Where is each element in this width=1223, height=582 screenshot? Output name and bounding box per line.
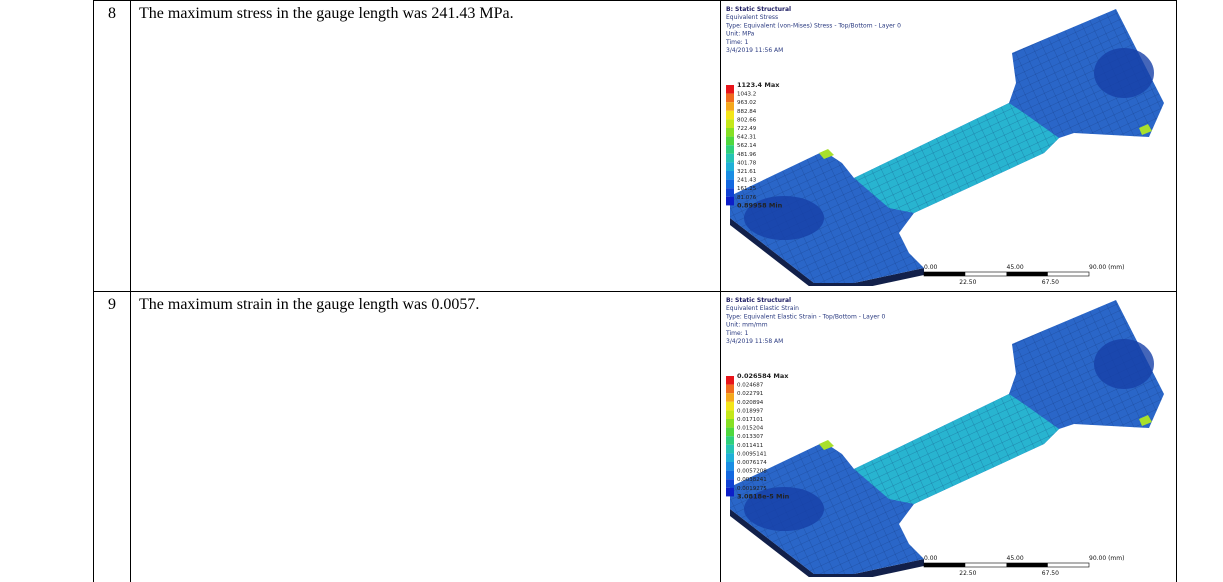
scale-segment: [924, 563, 965, 567]
legend-swatch: [726, 128, 734, 137]
scale-label: 90.00 (mm): [1089, 264, 1124, 271]
legend-swatch: [726, 85, 734, 94]
legend-label: 161.25: [737, 186, 757, 192]
legend-swatch: [726, 197, 734, 206]
figure-header: Time: 1: [725, 39, 749, 46]
legend-label: 321.61: [737, 169, 756, 175]
legend-swatch: [726, 188, 734, 197]
figure-header: Type: Equivalent (von-Mises) Stress - To…: [725, 22, 901, 29]
scale-label: 22.50: [959, 279, 976, 286]
legend-swatch: [726, 102, 734, 111]
legend-swatch: [726, 462, 734, 471]
legend-swatch: [726, 428, 734, 437]
low-zone: [1094, 48, 1154, 98]
scale-segment: [1007, 563, 1048, 567]
legend-label: 882.84: [737, 109, 757, 115]
legend-label: 241.43: [737, 178, 757, 184]
legend-swatch: [726, 111, 734, 120]
legend-label: 0.0038241: [737, 477, 767, 483]
legend-label: 0.0019275: [737, 486, 767, 492]
legend-swatch: [726, 419, 734, 428]
legend-swatch: [726, 180, 734, 189]
legend-swatch: [726, 94, 734, 103]
row-text: The maximum strain in the gauge length w…: [131, 292, 721, 582]
figure-header: 3/4/2019 11:58 AM: [726, 338, 783, 345]
scale-segment: [1007, 272, 1048, 276]
legend-swatch: [726, 393, 734, 402]
legend-label: 0.0057208: [737, 469, 767, 475]
legend-swatch: [726, 137, 734, 146]
figure-header: B: Static Structural: [726, 6, 791, 13]
legend-swatch: [726, 154, 734, 163]
legend-label: 0.018997: [737, 408, 764, 414]
legend-label: 963.02: [737, 100, 756, 106]
row-number: 8: [94, 1, 131, 292]
figure-header: Equivalent Stress: [726, 14, 778, 21]
legend-swatch: [726, 145, 734, 154]
figure-header: B: Static Structural: [726, 297, 791, 304]
legend-swatch: [726, 436, 734, 445]
scale-label: 45.00: [1007, 555, 1024, 562]
legend-label: 0.026584 Max: [737, 372, 789, 380]
legend-label: 0.0076174: [737, 460, 767, 466]
legend-swatch: [726, 171, 734, 180]
legend-label: 81.076: [737, 195, 757, 201]
legend-swatch: [726, 402, 734, 411]
scale-label: 67.50: [1042, 279, 1059, 286]
legend-swatch: [726, 488, 734, 497]
legend-label: 0.015204: [737, 426, 764, 432]
legend-swatch: [726, 445, 734, 454]
scale-label: 90.00 (mm): [1089, 555, 1124, 562]
legend-label: 0.013307: [737, 434, 764, 440]
legend-label: 1043.2: [737, 92, 756, 98]
legend-label: 0.0095141: [737, 451, 767, 457]
legend-swatch: [726, 479, 734, 488]
legend-label: 0.017101: [737, 417, 763, 423]
legend-label: 562.14: [737, 143, 757, 149]
legend-swatch: [726, 453, 734, 462]
figure-header: Unit: mm/mm: [726, 322, 768, 329]
figure-header: 3/4/2019 11:56 AM: [726, 47, 783, 54]
legend-label: 0.011411: [737, 443, 763, 449]
legend-label: 0.024687: [737, 383, 764, 389]
legend-swatch: [726, 119, 734, 128]
scale-label: 45.00: [1007, 264, 1024, 271]
legend-label: 401.78: [737, 160, 757, 166]
legend-label: 642.31: [737, 135, 756, 141]
legend-label: 722.49: [737, 126, 757, 132]
legend-swatch: [726, 410, 734, 419]
row-text: The maximum stress in the gauge length w…: [131, 1, 721, 292]
low-zone: [1094, 339, 1154, 389]
legend-label: 0.89958 Min: [737, 201, 783, 209]
scale-segment: [924, 272, 965, 276]
figure-header: Equivalent Elastic Strain: [726, 305, 799, 312]
legend-label: 3.0818e-5 Min: [737, 492, 790, 500]
figure-header: Unit: MPa: [726, 31, 755, 38]
legend-swatch: [726, 471, 734, 480]
legend-label: 1123.4 Max: [737, 81, 780, 89]
legend-label: 481.96: [737, 152, 757, 158]
legend-label: 802.66: [737, 117, 757, 123]
legend-swatch: [726, 162, 734, 171]
scale-label: 0.00: [924, 555, 938, 562]
figure-header: Type: Equivalent Elastic Strain - Top/Bo…: [725, 313, 885, 320]
legend-label: 0.022791: [737, 391, 763, 397]
legend-label: 0.020894: [737, 400, 764, 406]
legend-swatch: [726, 376, 734, 385]
row-number: 9: [94, 292, 131, 582]
scale-label: 0.00: [924, 264, 938, 271]
legend-swatch: [726, 385, 734, 394]
figure-header: Time: 1: [725, 330, 749, 337]
